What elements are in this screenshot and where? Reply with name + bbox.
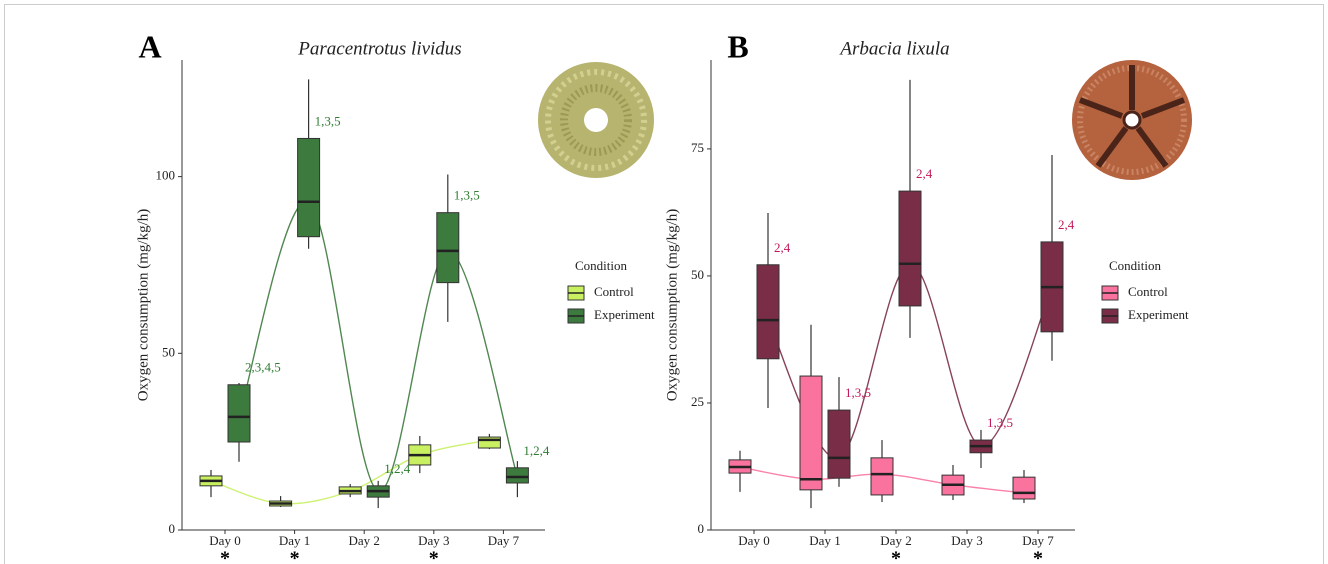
x-tick-label: Day 1 [809, 533, 840, 548]
box [827, 409, 851, 479]
legend-label: Control [594, 284, 634, 299]
box [477, 436, 501, 449]
group-annotation: 1,3,5 [845, 385, 871, 400]
significance-mark: * [1033, 548, 1043, 564]
x-tick-label: Day 2 [348, 533, 379, 548]
box [227, 384, 251, 443]
frame [4, 4, 1324, 564]
y-tick-label: 0 [698, 521, 705, 536]
box [898, 190, 922, 307]
y-tick-label: 100 [156, 168, 176, 183]
y-tick-label: 0 [169, 521, 176, 536]
y-axis-label: Oxygen consumption (mg/kg/h) [664, 209, 680, 401]
box [436, 212, 460, 284]
legend-label: Experiment [594, 307, 655, 322]
x-tick-label: Day 3 [418, 533, 449, 548]
legend-title: Condition [1109, 258, 1162, 273]
box [505, 467, 529, 484]
x-tick-label: Day 0 [738, 533, 769, 548]
x-tick-label: Day 7 [1022, 533, 1054, 548]
group-annotation: 2,4 [916, 166, 933, 181]
group-annotation: 1,3,5 [987, 415, 1013, 430]
x-tick-label: Day 1 [279, 533, 310, 548]
box [870, 457, 894, 496]
box [799, 375, 823, 491]
box [297, 137, 321, 238]
group-annotation: 1,2,4 [384, 461, 411, 476]
x-tick-label: Day 2 [880, 533, 911, 548]
group-annotation: 2,3,4,5 [245, 360, 281, 375]
group-annotation: 1,3,5 [315, 113, 341, 128]
trend-line [238, 200, 519, 492]
x-tick-label: Day 0 [209, 533, 240, 548]
urchin-image [538, 62, 654, 178]
y-tick-label: 75 [691, 140, 704, 155]
y-tick-label: 50 [162, 344, 175, 359]
significance-mark: * [429, 548, 439, 564]
legend-label: Experiment [1128, 307, 1189, 322]
panel-label: B [727, 28, 748, 64]
legend-label: Control [1128, 284, 1168, 299]
significance-mark: * [290, 548, 300, 564]
y-tick-label: 50 [691, 267, 704, 282]
x-tick-label: Day 7 [488, 533, 520, 548]
group-annotation: 2,4 [774, 240, 791, 255]
urchin-image [1072, 60, 1192, 180]
y-tick-label: 25 [691, 394, 704, 409]
group-annotation: 1,3,5 [454, 188, 480, 203]
group-annotation: 2,4 [1058, 217, 1075, 232]
significance-mark: * [891, 548, 901, 564]
x-tick-label: Day 3 [951, 533, 982, 548]
y-axis-label: Oxygen consumption (mg/kg/h) [135, 209, 151, 401]
chart-title: Paracentrotus lividus [297, 38, 461, 59]
box [756, 264, 780, 360]
box [1012, 476, 1036, 500]
significance-mark: * [220, 548, 230, 564]
panel-label: A [138, 28, 161, 64]
chart-title: Arbacia lixula [838, 38, 949, 59]
group-annotation: 1,2,4 [523, 443, 550, 458]
legend-title: Condition [575, 258, 628, 273]
